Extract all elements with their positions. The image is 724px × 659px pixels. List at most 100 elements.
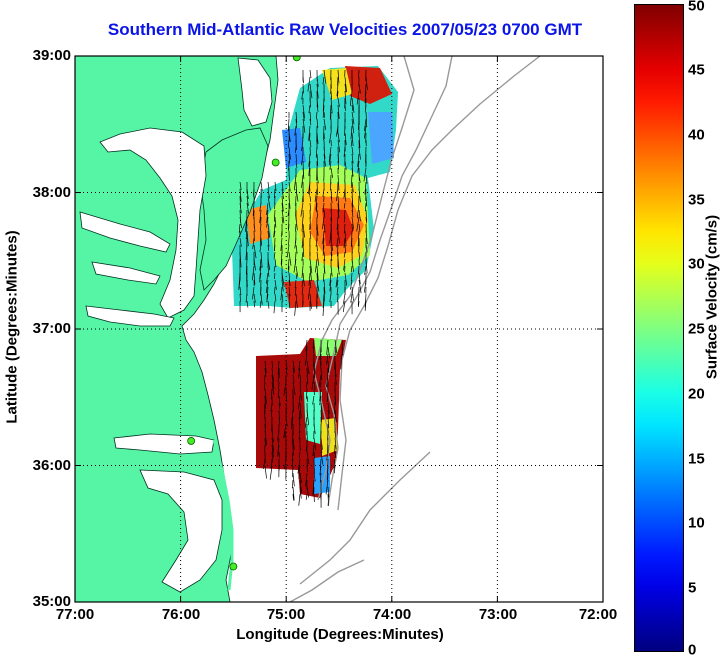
velocity-vector: [334, 465, 336, 474]
velocity-vector: [351, 111, 355, 125]
velocity-vector: [351, 146, 354, 155]
velocity-vector: [350, 265, 353, 273]
velocity-patch-north-blue-east: [368, 112, 394, 164]
velocity-vector: [336, 83, 339, 97]
velocity-vector: [350, 279, 353, 290]
velocity-vector: [283, 423, 287, 438]
velocity-vector: [309, 216, 311, 230]
velocity-vector: [239, 293, 241, 302]
velocity-vector: [259, 244, 262, 253]
velocity-vector: [313, 451, 315, 459]
velocity-vector: [245, 216, 248, 232]
velocity-vector: [306, 451, 310, 465]
velocity-vector: [288, 153, 291, 164]
velocity-vector: [318, 374, 322, 388]
velocity-vector: [309, 111, 312, 121]
velocity-vector: [299, 402, 302, 418]
velocity-vector: [322, 97, 325, 112]
velocity-vector: [292, 381, 296, 395]
x-tick-label: 77:00: [55, 606, 95, 623]
velocity-vector: [292, 367, 295, 374]
velocity-vector: [266, 293, 269, 303]
velocity-vector: [274, 258, 277, 268]
velocity-vector: [364, 90, 367, 104]
velocity-vector: [292, 360, 295, 373]
velocity-vector: [305, 493, 308, 500]
velocity-vector: [295, 293, 298, 309]
velocity-vector: [295, 265, 299, 277]
velocity-vector: [323, 146, 326, 159]
velocity-vector: [309, 83, 313, 99]
velocity-vector: [285, 367, 288, 376]
velocity-vector: [278, 416, 281, 425]
radar-station-marker: [271, 158, 280, 167]
velocity-vector: [270, 458, 273, 469]
velocity-vector: [309, 202, 312, 211]
velocity-vector: [253, 258, 256, 271]
velocity-vector: [316, 104, 319, 112]
velocity-vector: [287, 209, 290, 217]
velocity-vector: [252, 265, 255, 281]
velocity-vector: [280, 230, 283, 238]
velocity-vector: [334, 437, 337, 450]
velocity-vector: [330, 209, 333, 221]
velocity-vector: [239, 251, 242, 268]
velocity-vector: [273, 223, 276, 238]
velocity-vector: [311, 374, 315, 390]
velocity-vector: [316, 118, 319, 128]
velocity-vector: [287, 118, 290, 132]
velocity-vector: [295, 111, 298, 123]
velocity-patch-south-cyan: [304, 392, 322, 444]
velocity-vector: [365, 174, 368, 184]
velocity-vector: [330, 195, 333, 204]
velocity-vector: [327, 409, 330, 419]
velocity-vector: [288, 195, 291, 209]
velocity-vector: [349, 90, 353, 106]
velocity-vector: [344, 272, 348, 286]
velocity-vector: [356, 90, 360, 105]
velocity-vector: [306, 395, 309, 402]
y-axis-title: Latitude (Degrees:Minutes): [3, 230, 21, 424]
colorbar-tick-label: 0: [688, 641, 697, 659]
velocity-vector: [301, 286, 304, 295]
velocity-vector: [274, 188, 276, 199]
radar-stations: [187, 56, 301, 571]
velocity-vector: [273, 265, 276, 272]
velocity-vector: [266, 209, 269, 223]
velocity-vector: [273, 209, 276, 222]
velocity-vector: [327, 346, 331, 359]
velocity-vector: [292, 472, 295, 487]
velocity-vector: [327, 493, 329, 506]
velocity-vector: [274, 293, 277, 302]
velocity-vector: [259, 265, 262, 280]
velocity-vector: [264, 367, 267, 377]
contour-mid: [325, 56, 453, 507]
velocity-vector: [333, 458, 336, 469]
velocity-vector: [364, 202, 367, 211]
velocity-vector: [278, 388, 280, 398]
velocity-vector: [301, 139, 304, 152]
velocity-vector: [273, 251, 276, 259]
velocity-vector: [323, 209, 326, 218]
velocity-vector: [292, 486, 295, 501]
velocity-vector: [364, 300, 367, 311]
velocity-vector: [302, 272, 305, 287]
velocity-vector: [299, 486, 302, 499]
velocity-vector: [274, 279, 277, 290]
velocity-vector: [309, 279, 311, 288]
velocity-vector: [270, 388, 273, 400]
velocity-vector: [246, 195, 249, 206]
velocity-vector: [308, 272, 311, 286]
velocity-vector: [334, 339, 338, 354]
velocity-vector: [365, 258, 368, 274]
velocity-vector: [358, 174, 361, 183]
velocity-vector: [297, 458, 301, 474]
velocity-vector: [302, 118, 306, 133]
velocity-vector: [316, 83, 319, 99]
x-tick-label: 76:00: [161, 606, 201, 623]
velocity-vector: [238, 223, 241, 233]
velocity-vector: [273, 300, 276, 314]
velocity-vector: [365, 111, 368, 128]
velocity-vector: [344, 83, 347, 92]
radar-station-marker: [292, 56, 301, 62]
